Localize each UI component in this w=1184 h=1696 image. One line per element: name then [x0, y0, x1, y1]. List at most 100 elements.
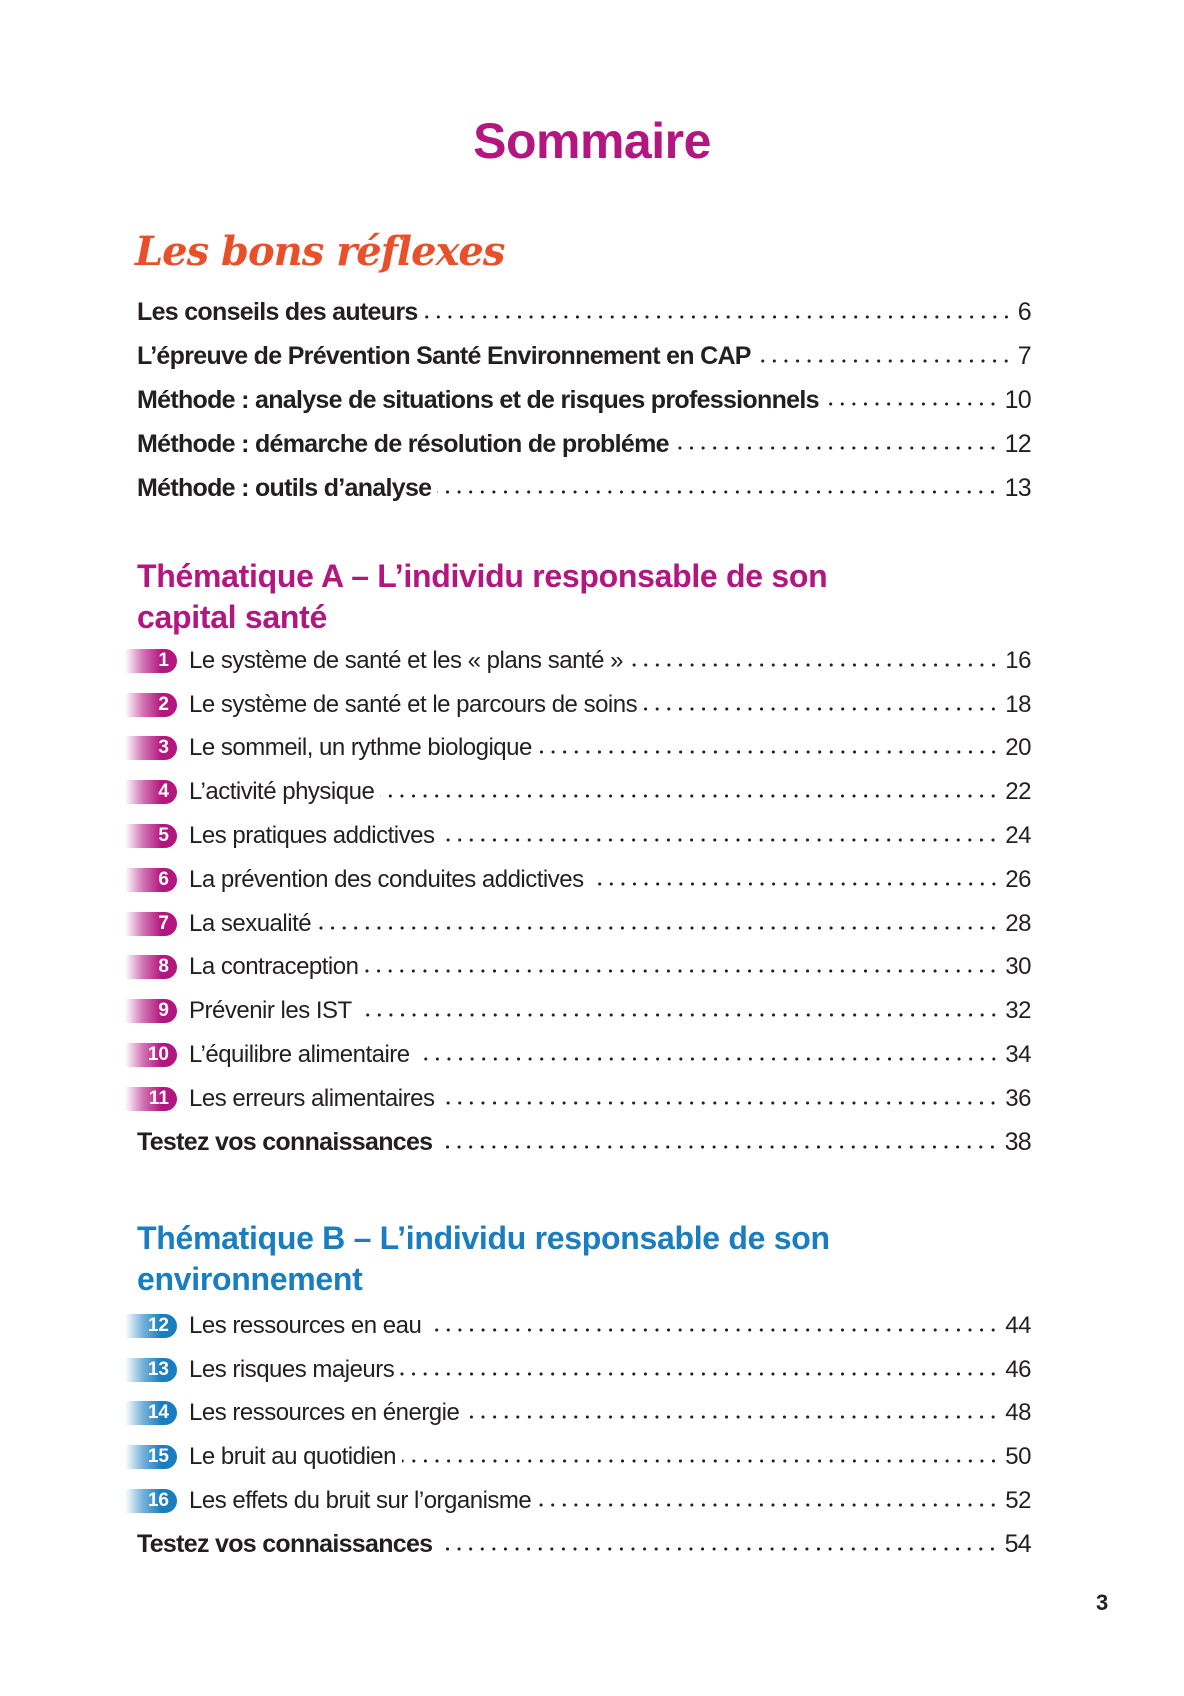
test-label: Testez vos connaissances: [137, 1530, 433, 1559]
chapter-page: 48: [1005, 1399, 1031, 1427]
test-entry[interactable]: Testez vos connaissances 38: [137, 1121, 1032, 1165]
chapter-page: 18: [1005, 690, 1031, 718]
chapter-entry[interactable]: 9 Prévenir les IST 32: [125, 989, 1031, 1033]
chapter-entry[interactable]: 6 La prévention des conduites addictives…: [125, 858, 1031, 902]
chapter-page: 44: [1005, 1311, 1031, 1339]
reflexes-list: Les conseils des auteurs 6 L’épreuve de P…: [137, 291, 1032, 510]
thematique-a-list: 1 Le système de santé et les « plans san…: [125, 639, 1032, 1165]
dot-leader: [537, 749, 1000, 756]
chapter-number-badge: 11: [125, 1086, 177, 1111]
dot-leader: [364, 968, 1000, 975]
thematique-b-list: 12 Les ressources en eau 44 13 Les risqu…: [125, 1304, 1032, 1567]
chapter-entry[interactable]: 13 Les risques majeurs 46: [125, 1348, 1031, 1392]
dot-leader: [423, 313, 1012, 320]
toc-page: 7: [1017, 342, 1032, 371]
chapter-page: 32: [1005, 997, 1031, 1025]
chapter-page: 20: [1005, 734, 1031, 762]
toc-entry[interactable]: Méthode : démarche de résolution de prob…: [137, 422, 1032, 466]
chapter-title: La sexualité: [189, 909, 312, 937]
dot-leader: [643, 705, 1000, 712]
dot-leader: [465, 1414, 1000, 1421]
dot-leader: [824, 401, 999, 408]
dot-leader: [537, 1502, 1000, 1509]
dot-leader: [438, 1143, 999, 1150]
chapter-entry[interactable]: 14 Les ressources en énergie 48: [125, 1392, 1031, 1436]
page-number: 3: [1096, 1590, 1109, 1615]
chapter-title: Les ressources en énergie: [189, 1399, 460, 1427]
chapter-title: L’équilibre alimentaire: [189, 1041, 410, 1069]
toc-entry[interactable]: Méthode : outils d’analyse 13: [137, 466, 1032, 510]
chapter-number-badge: 12: [125, 1313, 177, 1338]
chapter-title: Prévenir les IST: [189, 997, 352, 1025]
chapter-title: Les effets du bruit sur l’organisme: [189, 1487, 532, 1515]
chapter-number-badge: 4: [125, 780, 177, 805]
chapter-title: Les erreurs alimentaires: [189, 1084, 435, 1112]
dot-leader: [440, 1099, 1000, 1106]
dot-leader: [402, 1458, 1000, 1465]
toc-page: 6: [1017, 298, 1032, 327]
dot-leader: [756, 357, 1012, 364]
chapter-number-badge: 2: [125, 692, 177, 717]
chapter-title: Le système de santé et les « plans santé…: [189, 646, 623, 674]
chapter-number-badge: 1: [125, 648, 177, 673]
chapter-page: 22: [1005, 778, 1031, 806]
dot-leader: [317, 924, 1000, 931]
chapter-entry[interactable]: 5 Les pratiques addictives 24: [125, 814, 1031, 858]
toc-entry[interactable]: Les conseils des auteurs 6: [137, 291, 1032, 335]
chapter-entry[interactable]: 1 Le système de santé et les « plans san…: [125, 639, 1031, 683]
chapter-page: 46: [1005, 1355, 1031, 1383]
chapter-number-badge: 3: [125, 736, 177, 761]
heading-line: Thématique B – L’individu responsable de…: [137, 1220, 830, 1256]
chapter-page: 24: [1005, 822, 1031, 850]
dot-leader: [415, 1056, 1000, 1063]
test-entry[interactable]: Testez vos connaissances 54: [137, 1523, 1032, 1567]
chapter-page: 52: [1005, 1487, 1031, 1515]
chapter-number-badge: 14: [125, 1401, 177, 1426]
chapter-number-badge: 15: [125, 1445, 177, 1470]
chapter-entry[interactable]: 8 La contraception 30: [125, 946, 1031, 990]
chapter-entry[interactable]: 15 Le bruit au quotidien 50: [125, 1435, 1031, 1479]
chapter-entry[interactable]: 10 L’équilibre alimentaire 34: [125, 1033, 1031, 1077]
chapter-page: 16: [1005, 646, 1031, 674]
toc-label: Méthode : outils d’analyse: [137, 473, 432, 502]
chapter-number-badge: 16: [125, 1489, 177, 1514]
dot-leader: [400, 1370, 1000, 1377]
heading-line: capital santé: [137, 599, 327, 635]
toc-entry[interactable]: L’épreuve de Prévention Santé Environnem…: [137, 335, 1032, 379]
chapter-page: 28: [1005, 909, 1031, 937]
dot-leader: [438, 1545, 999, 1552]
page-title: Sommaire: [473, 113, 711, 169]
chapter-title: Les risques majeurs: [189, 1355, 395, 1383]
toc-page: 13: [1004, 473, 1032, 502]
chapter-page: 26: [1005, 865, 1031, 893]
chapter-entry[interactable]: 16 Les effets du bruit sur l’organisme 5…: [125, 1479, 1031, 1523]
chapter-entry[interactable]: 12 Les ressources en eau 44: [125, 1304, 1031, 1348]
section-heading-thematique-b: Thématique B – L’individu responsable de…: [137, 1218, 830, 1300]
chapter-title: Le bruit au quotidien: [189, 1443, 397, 1471]
chapter-number-badge: 5: [125, 824, 177, 849]
dot-leader: [674, 445, 999, 452]
toc-entry[interactable]: Méthode : analyse de situations et de ri…: [137, 379, 1032, 423]
chapter-entry[interactable]: 2 Le système de santé et le parcours de …: [125, 683, 1031, 727]
dot-leader: [437, 489, 999, 496]
chapter-entry[interactable]: 3 Le sommeil, un rythme biologique 20: [125, 727, 1031, 771]
section-heading-thematique-a: Thématique A – L’individu responsable de…: [137, 556, 828, 638]
chapter-entry[interactable]: 4 L’activité physique 22: [125, 770, 1031, 814]
chapter-number-badge: 13: [125, 1357, 177, 1382]
dot-leader: [427, 1326, 1000, 1333]
chapter-entry[interactable]: 11 Les erreurs alimentaires 36: [125, 1077, 1031, 1121]
chapter-entry[interactable]: 7 La sexualité 28: [125, 902, 1031, 946]
heading-line: Thématique A – L’individu responsable de…: [137, 558, 828, 594]
dot-leader: [440, 837, 1000, 844]
toc-page: 10: [1004, 385, 1032, 414]
chapter-number-badge: 7: [125, 911, 177, 936]
chapter-title: Les ressources en eau: [189, 1311, 422, 1339]
chapter-number-badge: 6: [125, 867, 177, 892]
test-label: Testez vos connaissances: [137, 1128, 433, 1157]
dot-leader: [628, 661, 1000, 668]
chapter-number-badge: 10: [125, 1043, 177, 1068]
dot-leader: [357, 1012, 1000, 1019]
chapter-title: Le sommeil, un rythme biologique: [189, 734, 532, 762]
heading-line: environnement: [137, 1261, 363, 1297]
toc-label: Méthode : démarche de résolution de prob…: [137, 429, 670, 458]
